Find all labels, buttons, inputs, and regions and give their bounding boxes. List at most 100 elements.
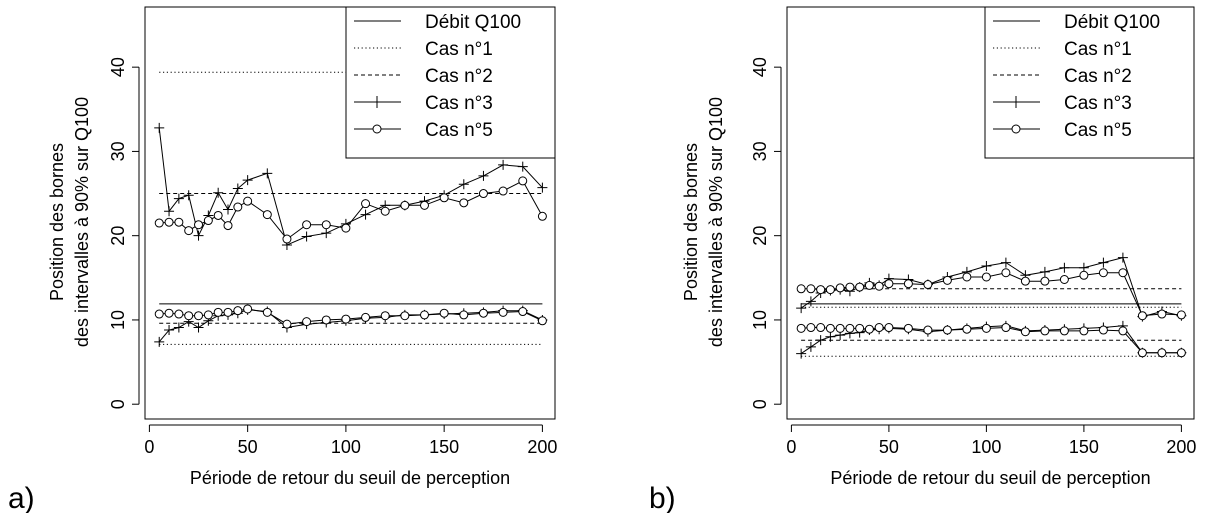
data-point-circle xyxy=(194,220,204,230)
data-point-circle xyxy=(400,200,410,210)
legend-box xyxy=(984,6,1195,159)
legend-label: Cas n°1 xyxy=(425,39,493,60)
data-point-plus xyxy=(1059,262,1070,273)
data-point-circle xyxy=(845,282,855,292)
legend-marker-plus xyxy=(372,96,382,108)
data-point-circle xyxy=(923,325,933,335)
data-point-circle xyxy=(942,275,952,285)
legend-label: Cas n°5 xyxy=(425,120,493,141)
data-point-circle xyxy=(884,279,894,289)
data-point-circle xyxy=(825,323,835,333)
data-point-plus xyxy=(232,183,243,194)
data-point-circle xyxy=(1137,348,1147,358)
data-point-circle xyxy=(806,284,816,294)
data-point-circle xyxy=(282,319,292,329)
data-point-plus xyxy=(173,322,184,333)
data-point-plus xyxy=(796,348,807,359)
x-tick-label: 150 xyxy=(1069,437,1099,457)
y-tick-label: 40 xyxy=(108,57,128,77)
data-point-circle xyxy=(1079,270,1089,280)
data-point-plus xyxy=(321,228,332,239)
data-point-plus xyxy=(360,209,371,220)
data-point-plus xyxy=(213,187,224,198)
data-point-plus xyxy=(1000,257,1011,268)
data-point-circle xyxy=(439,308,449,318)
data-point-circle xyxy=(243,196,253,206)
data-point-circle xyxy=(942,325,952,335)
data-point-circle xyxy=(816,323,826,333)
data-point-circle xyxy=(806,323,816,333)
data-point-circle xyxy=(1157,348,1167,358)
y-axis-label-line2: des intervalles à 90% sur Q100 xyxy=(706,97,726,347)
y-tick-label: 20 xyxy=(750,226,770,246)
data-point-circle xyxy=(341,314,351,324)
data-point-circle xyxy=(981,272,991,282)
data-point-circle xyxy=(420,200,429,210)
legend-marker-circle xyxy=(1011,124,1021,134)
data-point-circle xyxy=(184,226,194,236)
data-point-circle xyxy=(962,324,972,334)
x-tick-label: 0 xyxy=(786,437,796,457)
data-point-circle xyxy=(1079,326,1089,336)
data-point-circle xyxy=(923,280,933,290)
data-point-plus xyxy=(1098,257,1109,268)
data-point-plus xyxy=(537,182,548,193)
data-point-circle xyxy=(903,279,913,289)
data-point-circle xyxy=(174,309,184,319)
data-point-circle xyxy=(439,193,449,203)
data-point-circle xyxy=(478,308,488,318)
data-point-plus xyxy=(805,296,816,307)
data-point-circle xyxy=(223,307,233,317)
data-point-circle xyxy=(380,206,390,216)
data-point-circle xyxy=(498,307,508,317)
data-point-circle xyxy=(459,310,469,320)
data-point-circle xyxy=(302,317,312,327)
x-tick-label: 200 xyxy=(1166,437,1196,457)
data-point-circle xyxy=(845,323,855,333)
data-point-plus xyxy=(478,170,489,181)
data-point-plus xyxy=(223,204,233,215)
x-tick-label: 100 xyxy=(331,437,361,457)
legend-label: Cas n°2 xyxy=(425,66,493,87)
data-point-circle xyxy=(864,280,874,290)
data-point-circle xyxy=(816,285,826,295)
data-point-circle xyxy=(262,210,272,220)
data-point-circle xyxy=(1020,327,1030,337)
data-point-circle xyxy=(321,315,331,325)
data-point-circle xyxy=(835,283,845,293)
data-point-circle xyxy=(1001,268,1011,278)
data-point-circle xyxy=(981,323,991,333)
data-point-plus xyxy=(173,193,184,204)
data-point-plus xyxy=(1039,266,1050,277)
data-point-circle xyxy=(223,221,233,231)
panel-label: a) xyxy=(8,482,35,513)
data-point-circle xyxy=(903,323,913,333)
legend-label: Cas n°3 xyxy=(1064,93,1132,114)
data-point-circle xyxy=(864,324,874,334)
data-point-circle xyxy=(1157,309,1167,319)
data-point-circle xyxy=(420,310,429,320)
data-point-circle xyxy=(233,306,243,316)
y-tick-label: 10 xyxy=(750,310,770,330)
data-point-circle xyxy=(874,281,884,291)
y-axis-label-line2: des intervalles à 90% sur Q100 xyxy=(72,97,92,347)
panel-label: b) xyxy=(649,482,676,513)
y-axis-label-line1: Position des bornes xyxy=(681,143,701,301)
data-point-circle xyxy=(154,218,164,228)
legend-label: Cas n°3 xyxy=(425,93,493,114)
legend-label: Cas n°1 xyxy=(1064,39,1132,60)
data-point-plus xyxy=(796,303,807,314)
data-point-plus xyxy=(154,122,165,133)
data-point-circle xyxy=(341,223,351,233)
y-tick-label: 0 xyxy=(108,399,128,409)
data-point-circle xyxy=(321,220,331,230)
data-point-circle xyxy=(835,323,845,333)
data-point-circle xyxy=(478,189,488,199)
legend-marker-circle xyxy=(372,124,382,134)
data-point-circle xyxy=(302,220,312,230)
data-point-plus xyxy=(805,341,816,352)
data-point-plus xyxy=(262,168,273,179)
legend-label: Débit Q100 xyxy=(425,12,521,33)
